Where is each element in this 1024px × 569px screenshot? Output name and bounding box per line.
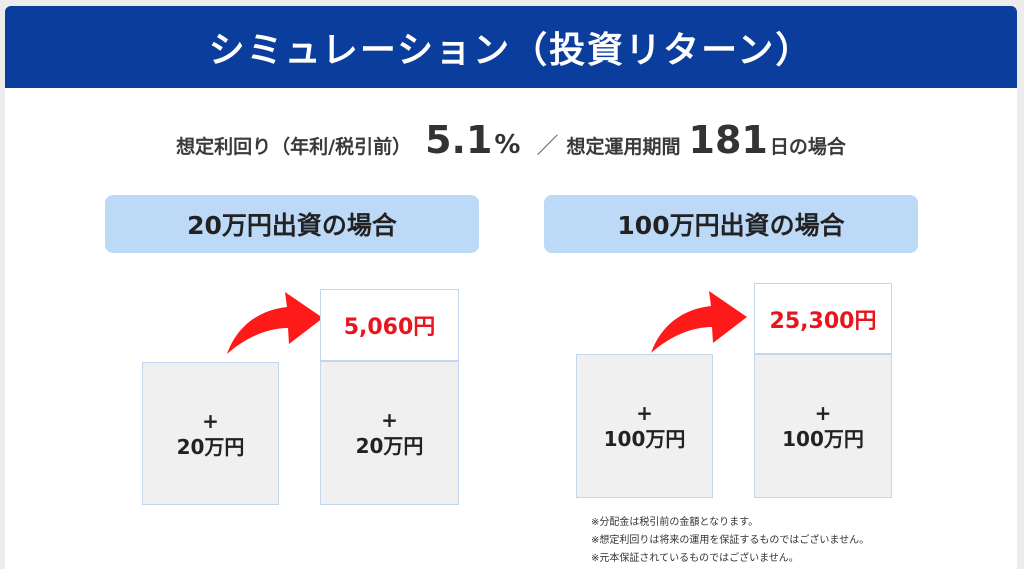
header-bar: シミュレーション（投資リターン）: [5, 6, 1017, 88]
case1-principal-after: + 20万円: [320, 361, 459, 505]
case1-label: 20万円出資の場合: [105, 195, 479, 253]
separator: ／: [536, 134, 559, 159]
footnote: ※元本保証されているものではございません。: [591, 553, 799, 564]
page-title: シミュレーション（投資リターン）: [208, 30, 814, 71]
rate-unit: %: [494, 130, 521, 160]
plus-sign: +: [202, 408, 219, 433]
period-suffix: 日の場合: [769, 136, 846, 158]
case2-principal-after: + 100万円: [754, 354, 892, 498]
period-value: 181: [688, 118, 768, 162]
period-label: 想定運用期間: [566, 136, 681, 158]
rate-label: 想定利回り（年利/税引前）: [176, 136, 412, 158]
return-amount: 5,060円: [343, 315, 436, 340]
simulation-panel: シミュレーション（投資リターン） 想定利回り（年利/税引前） 5.1 % ／ 想…: [5, 6, 1017, 569]
principal-amount: 20万円: [355, 434, 424, 458]
case2-label: 100万円出資の場合: [544, 195, 918, 253]
return-amount: 25,300円: [769, 308, 877, 334]
footnotes: ※分配金は税引前の金額となります。 ※想定利回りは将来の運用を保証するものではご…: [591, 514, 869, 568]
plus-sign: +: [636, 401, 653, 425]
growth-arrow-icon: [227, 292, 323, 354]
assumption-line: 想定利回り（年利/税引前） 5.1 % ／ 想定運用期間 181 日の場合: [5, 118, 1017, 162]
case2-return-box: 25,300円: [754, 283, 892, 354]
principal-amount: 20万円: [176, 434, 245, 459]
case2-principal-before: + 100万円: [576, 354, 713, 498]
plus-sign: +: [381, 408, 398, 432]
principal-amount: 100万円: [603, 427, 686, 451]
principal-amount: 100万円: [782, 427, 864, 451]
case1-return-box: 5,060円: [320, 289, 459, 361]
footnote: ※想定利回りは将来の運用を保証するものではございません。: [591, 535, 870, 546]
growth-arrow-icon: [651, 291, 747, 353]
case1-principal-before: + 20万円: [142, 362, 279, 505]
footnote: ※分配金は税引前の金額となります。: [591, 517, 759, 528]
rate-value: 5.1: [425, 118, 493, 162]
plus-sign: +: [814, 401, 832, 425]
